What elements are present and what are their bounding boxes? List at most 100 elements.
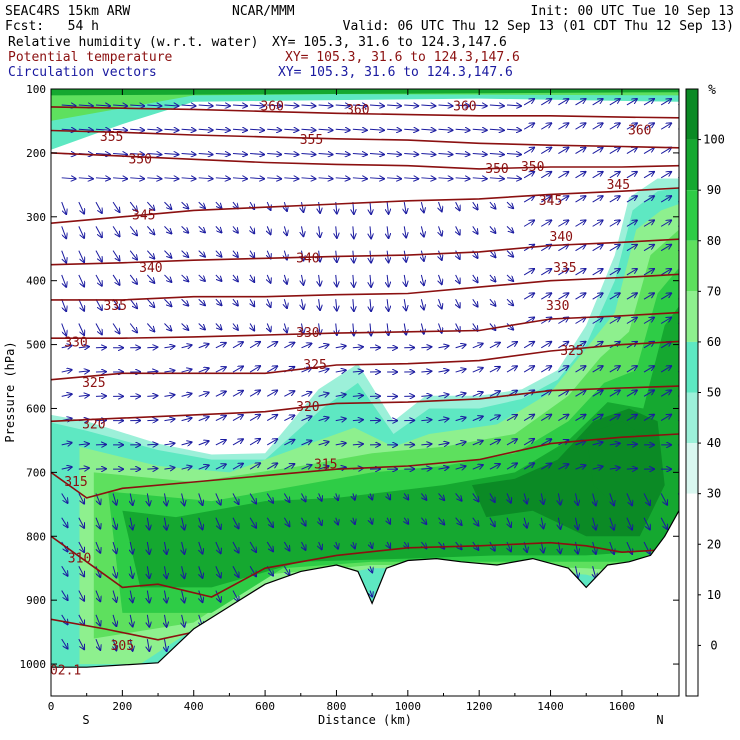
circulation-vector bbox=[592, 269, 603, 276]
circulation-vector bbox=[609, 390, 620, 397]
circulation-vector bbox=[61, 346, 72, 348]
circulation-vector bbox=[232, 439, 243, 446]
circulation-vector bbox=[199, 493, 203, 505]
circulation-vector bbox=[301, 250, 303, 261]
circulation-vector bbox=[78, 129, 93, 130]
circulation-vector bbox=[660, 493, 667, 504]
circulation-vector bbox=[353, 226, 354, 238]
circulation-vector bbox=[232, 178, 247, 179]
x-tick-label: 1200 bbox=[466, 700, 493, 713]
theta-label: 315 bbox=[64, 475, 87, 490]
circulation-vector bbox=[472, 416, 483, 420]
circulation-vector bbox=[575, 99, 586, 106]
field-xy-vectors: XY= 105.3, 31.6 to 124.3,147.6 bbox=[278, 65, 513, 80]
circulation-vector bbox=[182, 614, 185, 627]
circulation-vector bbox=[541, 293, 551, 300]
circulation-vector bbox=[438, 154, 453, 155]
circulation-vector bbox=[232, 415, 243, 422]
circulation-vector bbox=[387, 493, 390, 499]
circulation-vector bbox=[284, 299, 287, 308]
circulation-vector bbox=[181, 274, 189, 281]
circulation-vector bbox=[541, 439, 551, 446]
circulation-vector bbox=[249, 390, 260, 397]
theta-label: 305 bbox=[111, 639, 134, 654]
circulation-vector bbox=[78, 590, 84, 601]
circulation-vector bbox=[609, 99, 620, 106]
circulation-vector bbox=[421, 178, 435, 179]
circulation-vector bbox=[147, 347, 157, 348]
circulation-vector bbox=[438, 178, 453, 179]
y-tick-label: 1000 bbox=[20, 658, 47, 671]
circulation-vector bbox=[575, 441, 586, 445]
circulation-vector bbox=[421, 154, 435, 155]
circulation-vector bbox=[319, 517, 322, 525]
circulation-vector bbox=[643, 269, 654, 276]
circulation-vector bbox=[198, 441, 209, 445]
circulation-vector bbox=[215, 201, 222, 208]
circulation-vector bbox=[61, 590, 68, 600]
circulation-vector bbox=[95, 541, 100, 553]
circulation-vector bbox=[113, 541, 116, 553]
circulation-vector bbox=[472, 105, 487, 106]
circulation-vector bbox=[130, 517, 132, 530]
theta-labels: 305 310 315 315 320 320 325 325 325 330 330 330 335 3… bbox=[51, 99, 651, 678]
circulation-vector bbox=[404, 299, 406, 310]
circulation-vector bbox=[558, 342, 568, 349]
circulation-vector bbox=[353, 517, 355, 524]
circulation-vector bbox=[523, 123, 534, 130]
circulation-vector bbox=[455, 345, 466, 348]
circulation-vector bbox=[215, 343, 226, 349]
circulation-vector bbox=[352, 178, 367, 179]
theta-contour-355 bbox=[51, 129, 679, 149]
circulation-vector bbox=[489, 343, 500, 349]
circulation-vector bbox=[370, 590, 372, 597]
circulation-vector bbox=[523, 366, 534, 373]
circulation-vector bbox=[147, 469, 157, 470]
x-tick-label: 200 bbox=[112, 700, 132, 713]
circulation-vector bbox=[506, 226, 513, 232]
circulation-vector bbox=[643, 245, 654, 252]
circulation-vector bbox=[455, 393, 466, 396]
circulation-vector bbox=[643, 148, 654, 154]
circulation-vector bbox=[421, 274, 424, 285]
circulation-vector bbox=[301, 392, 311, 396]
circulation-vector bbox=[319, 493, 322, 500]
circulation-vector bbox=[523, 463, 534, 470]
circulation-vector bbox=[78, 566, 84, 576]
circulation-vector bbox=[660, 99, 671, 106]
colorbar-label: 20 bbox=[707, 537, 721, 551]
circulation-vector bbox=[215, 274, 222, 281]
circulation-vector bbox=[489, 298, 496, 306]
circulation-vector bbox=[575, 123, 586, 130]
circulation-vector bbox=[301, 416, 311, 420]
colorbar-label: 40 bbox=[707, 436, 721, 450]
circulation-vector bbox=[113, 129, 127, 130]
circulation-vector bbox=[61, 274, 66, 287]
circulation-vector bbox=[558, 172, 568, 179]
circulation-vector bbox=[575, 196, 586, 203]
circulation-vector bbox=[660, 245, 671, 252]
circulation-vector bbox=[283, 517, 289, 527]
circulation-vector bbox=[523, 220, 534, 227]
circulation-vector bbox=[335, 370, 346, 372]
theta-label: 330 bbox=[546, 299, 569, 314]
circulation-vector bbox=[558, 464, 568, 470]
circulation-vector bbox=[472, 493, 479, 501]
circulation-vector bbox=[318, 442, 329, 445]
circulation-vector bbox=[284, 440, 294, 446]
colorbar-swatch bbox=[686, 89, 698, 140]
circulation-vector bbox=[215, 440, 226, 446]
circulation-vector bbox=[404, 178, 418, 179]
circulation-vector bbox=[421, 468, 431, 469]
circulation-vector bbox=[232, 154, 247, 155]
circulation-vector bbox=[319, 202, 320, 213]
circulation-vector bbox=[473, 226, 478, 233]
circulation-vector bbox=[609, 468, 620, 470]
colorbar-swatch bbox=[686, 594, 698, 646]
circulation-vector bbox=[541, 269, 551, 276]
circulation-vector bbox=[387, 299, 388, 311]
colorbar-label: 60 bbox=[707, 335, 721, 349]
circulation-vector bbox=[266, 415, 277, 422]
circulation-vector bbox=[318, 178, 333, 179]
circulation-vector bbox=[181, 394, 192, 397]
